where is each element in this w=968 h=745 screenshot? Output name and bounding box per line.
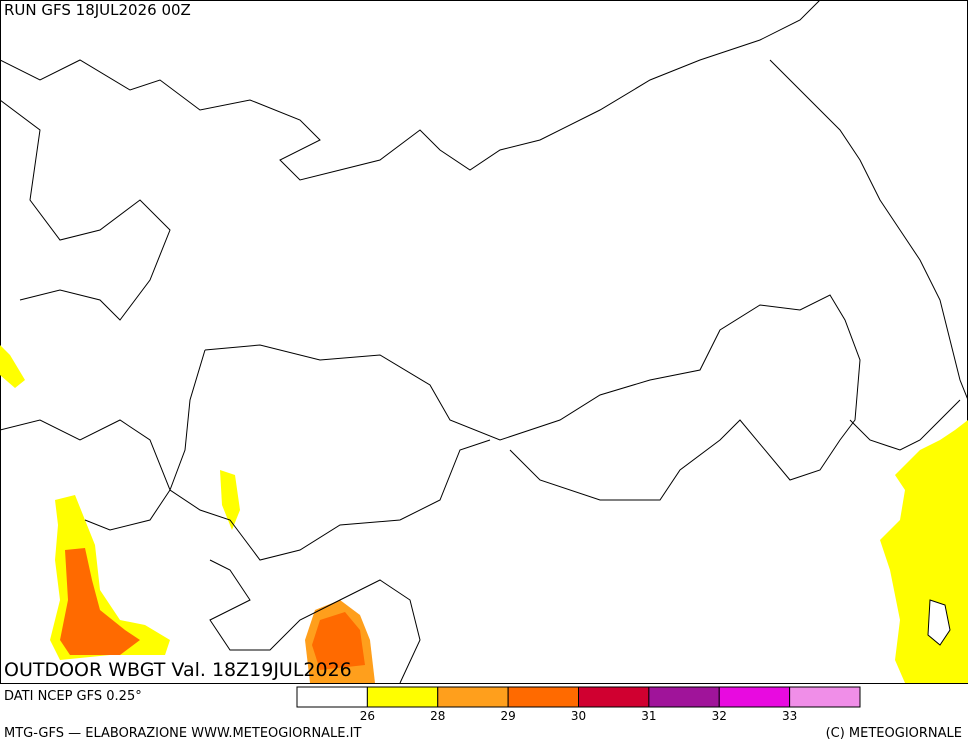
- legend-swatch: [648, 686, 720, 708]
- island: [927, 599, 951, 646]
- field-30: [312, 612, 365, 670]
- run-label: RUN GFS 18JUL2026 00Z: [4, 1, 191, 19]
- legend-tick-label: 26: [360, 709, 375, 723]
- legend-swatch: [437, 686, 509, 708]
- color-legend: 26 28 29 30 31 32 33: [296, 686, 861, 723]
- national-border: [169, 349, 491, 561]
- legend-tick-label: 31: [641, 709, 656, 723]
- legend-swatch: [296, 686, 368, 708]
- credit-label: MTG-GFS — ELABORAZIONE WWW.METEOGIORNALE…: [4, 726, 361, 741]
- national-border: [209, 559, 421, 684]
- legend-tick-label: 32: [712, 709, 727, 723]
- coastline: [849, 399, 961, 451]
- copyright-label: (C) METEOGIORNALE: [826, 726, 962, 741]
- legend-swatch: [789, 686, 861, 708]
- national-border: [0, 419, 171, 531]
- borders: [0, 0, 968, 684]
- map-frame: [0, 0, 968, 684]
- legend-tick-label: 29: [500, 709, 515, 723]
- map-title: OUTDOOR WBGT Val. 18Z19JUL2026: [4, 659, 352, 681]
- legend-swatch: [366, 686, 439, 708]
- coastline: [769, 59, 968, 401]
- field-28: [0, 345, 25, 388]
- legend-swatch: [507, 686, 579, 708]
- field-30: [60, 548, 140, 655]
- legend-tick-label: 30: [571, 709, 586, 723]
- wbgt-fields: [0, 345, 968, 683]
- field-28: [220, 470, 240, 530]
- legend-swatch: [718, 686, 791, 708]
- coastline: [0, 0, 821, 181]
- legend-tick-label: 28: [430, 709, 445, 723]
- legend-tick-label: 33: [782, 709, 797, 723]
- source-label: DATI NCEP GFS 0.25°: [4, 689, 142, 704]
- national-border: [0, 99, 171, 321]
- national-border: [204, 294, 861, 501]
- legend-swatch: [578, 686, 650, 708]
